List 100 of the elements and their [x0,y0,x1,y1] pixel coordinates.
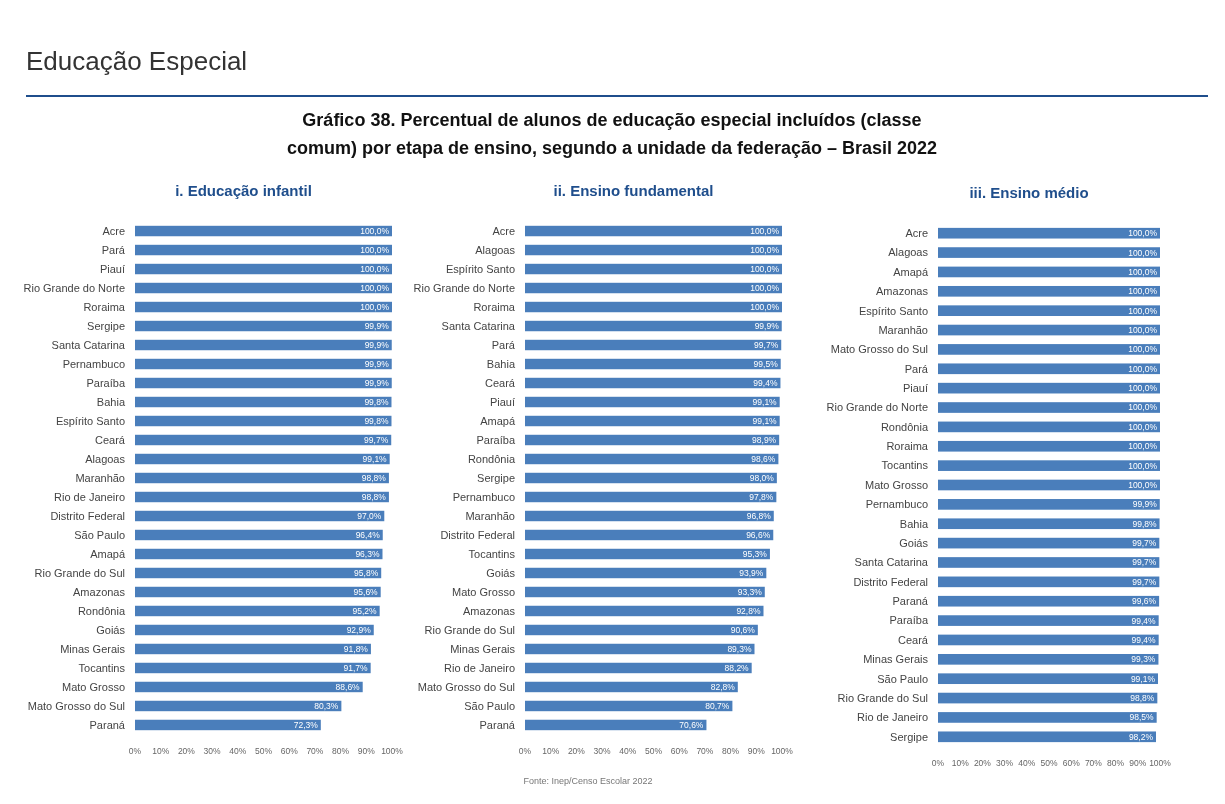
data-label: 92,9% [346,624,372,635]
data-label: 99,7% [1132,557,1157,568]
bar [525,510,774,522]
source-note: Fonte: Inep/Censo Escolar 2022 [523,776,653,786]
data-label: 99,8% [364,396,389,407]
data-label: 95,2% [352,605,378,616]
y-tick-label: Sergipe [87,319,125,332]
y-tick-label: Paraíba [476,433,516,446]
bar [525,719,707,731]
x-tick-label: 70% [1084,758,1103,768]
bar [135,339,392,351]
bar [525,643,755,655]
y-tick-label: Amapá [893,265,929,278]
x-tick-label: 10% [951,758,970,768]
data-label: 96,4% [355,529,381,540]
y-tick-label: Maranhão [75,471,125,484]
y-tick-label: Amazonas [876,285,929,298]
bar [135,719,321,731]
bar [525,263,782,275]
y-tick-label: Mato Grosso [62,680,125,693]
x-tick-label: 40% [619,746,637,756]
y-tick-label: Sergipe [890,730,928,743]
y-tick-label: Acre [905,227,928,240]
bar [135,624,374,636]
data-label: 100,0% [1128,228,1158,239]
bar [135,301,392,313]
bar [525,377,781,389]
x-tick-label: 10% [542,746,560,756]
y-tick-label: Bahia [899,517,929,530]
data-label: 99,9% [364,339,390,350]
data-label: 99,1% [752,396,778,407]
x-tick-label: 70% [306,746,324,756]
data-label: 100,0% [1128,363,1158,374]
y-tick-label: Roraima [83,300,126,313]
x-tick-label: 40% [229,746,247,756]
x-tick-label: 100% [771,746,794,756]
text: Gráfico 38. Percentual de alunos de educação especial incluídos (classe comum) por etapa de ensino, segundo a unidade da federação – Brasil 2022 [286,110,938,158]
y-tick-label: Pará [101,243,126,256]
data-label: 100,0% [1128,266,1158,277]
bar [135,510,385,522]
y-tick-label: Rio Grande do Norte [413,281,515,294]
bar [135,282,392,294]
y-tick-label: Pernambuco [865,498,928,511]
data-label: 96,8% [746,510,772,521]
bar [525,396,780,408]
y-tick-label: Ceará [898,633,929,646]
bar [525,567,767,579]
x-tick-label: 60% [280,746,299,756]
y-tick-label: São Paulo [74,528,125,541]
data-label: 82,8% [710,681,736,692]
data-label: 99,4% [753,377,778,388]
y-tick-label: Mato Grosso do Sul [27,699,125,712]
bar [525,339,782,351]
y-tick-label: Pernambuco [452,490,515,503]
data-label: 80,7% [705,700,730,711]
y-tick-label: Rio de Janeiro [857,711,928,724]
data-label: 100,0% [750,245,780,255]
x-tick-label: 80% [1107,758,1125,768]
x-tick-label: 50% [644,746,663,756]
bar [135,358,392,370]
bar [135,434,392,446]
y-tick-label: Paraná [892,595,929,608]
data-label: 100,0% [1128,344,1158,355]
y-tick-label: Mato Grosso do Sul [417,680,515,693]
y-tick-label: Paraíba [889,614,929,627]
y-tick-label: Piauí [99,262,125,275]
chart-title: iii. Ensino médio [969,184,1089,201]
y-tick-label: Rondônia [77,604,126,617]
data-label: 88,6% [335,681,361,692]
data-label: 96,6% [746,529,771,540]
y-tick-label: Rio Grande do Sul [837,691,928,704]
y-tick-label: Ceará [485,376,516,389]
data-label: 95,8% [354,567,379,578]
data-label: 99,7% [754,339,779,350]
bar [135,472,389,484]
data-label: 95,3% [742,548,768,559]
y-tick-label: Rondônia [880,420,929,433]
y-tick-label: Acre [492,224,515,237]
y-tick-label: Bahia [96,395,126,408]
bar [135,225,392,237]
y-tick-label: Maranhão [465,509,515,522]
data-label: 100,0% [360,301,390,312]
text: Educação Especial [26,46,248,76]
y-tick-label: Roraima [886,440,929,453]
data-label: 98,8% [361,491,387,502]
bar [525,586,765,598]
y-tick-label: Minas Gerais [60,642,126,655]
y-tick-label: São Paulo [877,672,928,685]
data-label: 99,1% [1130,673,1156,684]
y-tick-label: Piauí [902,382,928,394]
data-label: 91,7% [343,662,369,673]
data-label: 99,9% [1132,499,1158,510]
bar [135,396,392,408]
bar [135,586,381,598]
data-label: 99,6% [1132,596,1157,607]
data-label: 100,0% [1128,402,1158,413]
data-label: 99,7% [1132,538,1157,549]
data-label: 100,0% [360,226,390,236]
y-tick-label: Distrito Federal [50,509,125,522]
data-label: 100,0% [1128,247,1158,258]
